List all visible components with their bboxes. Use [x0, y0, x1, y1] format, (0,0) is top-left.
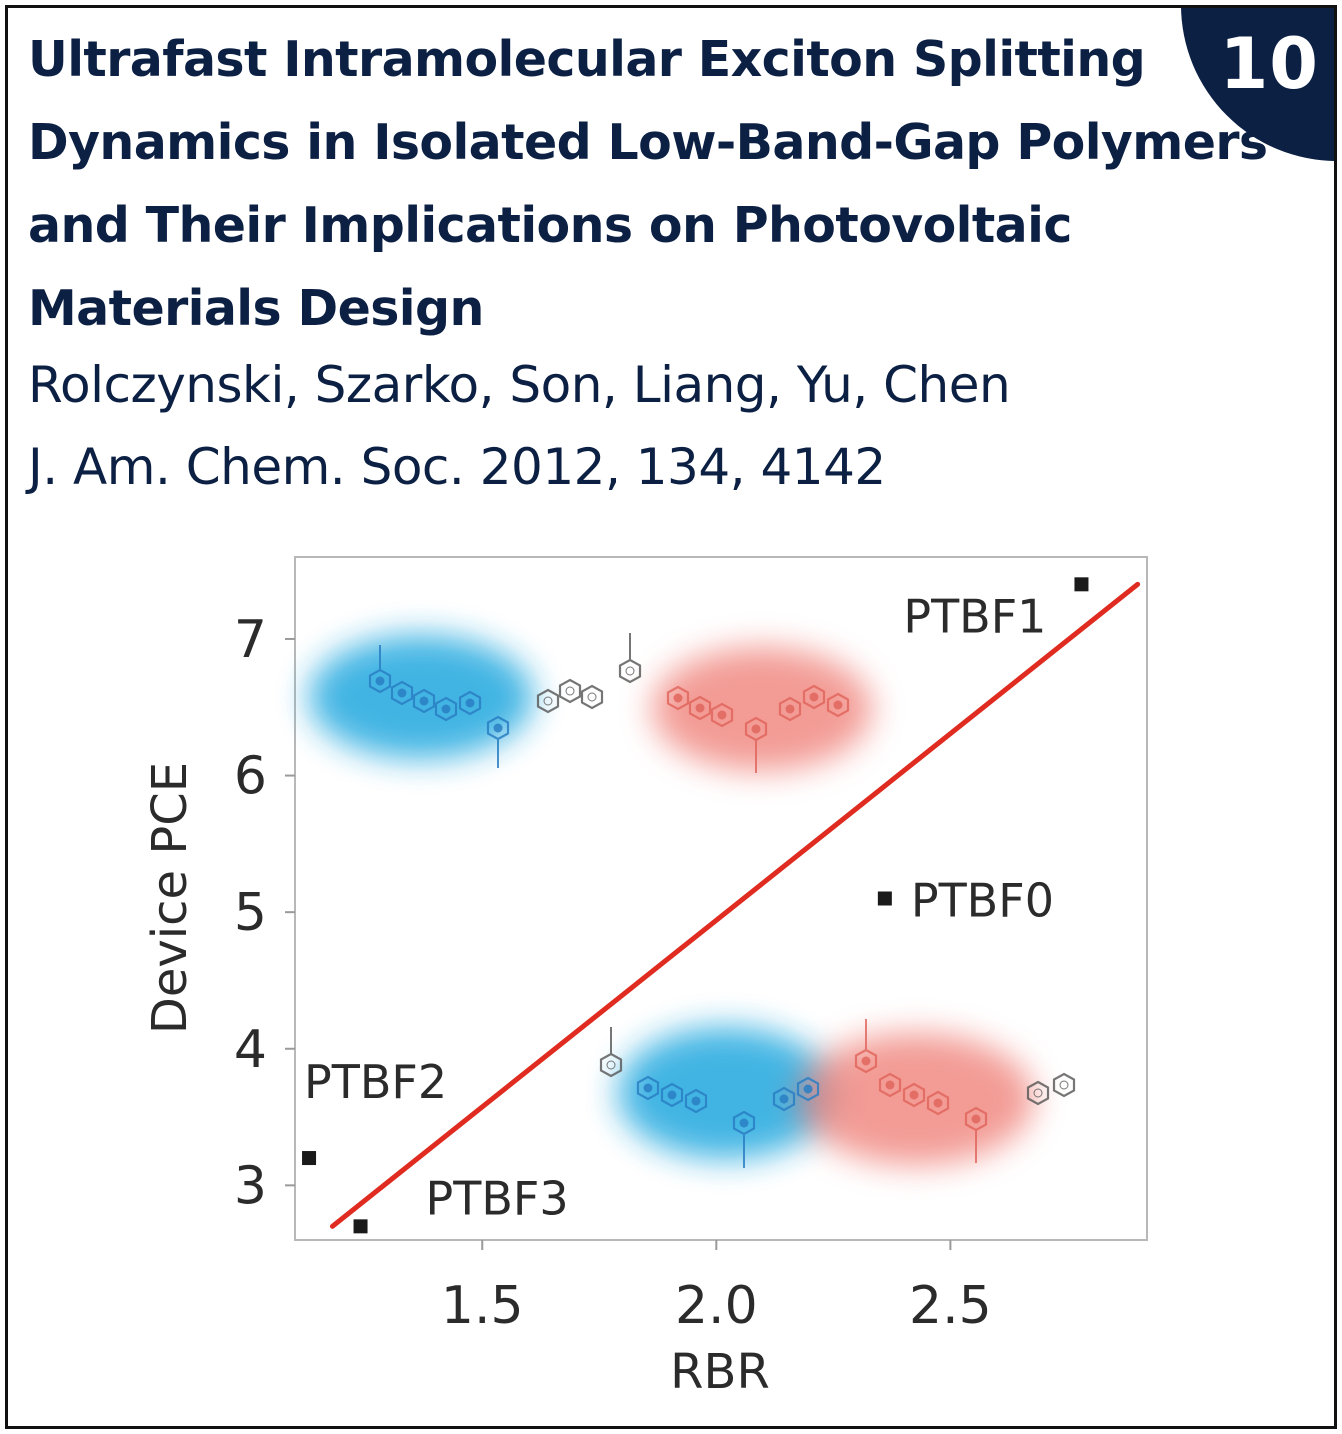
x-tick-label: 2.0 [675, 1276, 758, 1336]
x-tick-label: 1.5 [441, 1276, 524, 1336]
data-label-ptbf2: PTBF2 [304, 1055, 447, 1109]
y-tick-label: 6 [234, 747, 267, 807]
rank-number: 10 [1219, 23, 1319, 105]
fit-line [329, 581, 1141, 1229]
data-point-ptbf3 [353, 1219, 368, 1234]
polymer-structure-icon [599, 1019, 1076, 1168]
data-label-ptbf1: PTBF1 [903, 589, 1046, 643]
y-axis-label: Device PCE [142, 762, 198, 1034]
data-label-ptbf3: PTBF3 [426, 1171, 569, 1225]
y-tick-label: 3 [234, 1156, 267, 1216]
data-point-ptbf0 [877, 891, 892, 906]
article-card: 10 Ultrafast Intramolecular Exciton Spli… [5, 5, 1337, 1429]
paper-authors: Rolczynski, Szarko, Son, Liang, Yu, Chen [28, 356, 1011, 414]
paper-title: Ultrafast Intramolecular Exciton Splitti… [28, 31, 1268, 337]
data-point-ptbf2 [302, 1151, 317, 1166]
pce-vs-rbr-chart: 1.5 2.0 2.5 3 4 5 6 7 RBR Device PCE PTBF1 PTBF… [142, 556, 1148, 1400]
paper-citation: J. Am. Chem. Soc. 2012, 134, 4142 [28, 438, 886, 496]
x-tick-label: 2.5 [909, 1276, 992, 1336]
data-point-ptbf1 [1074, 577, 1089, 592]
y-tick-label: 5 [234, 883, 267, 943]
y-tick-label: 4 [234, 1020, 267, 1080]
polymer-structure-icon [309, 633, 872, 773]
y-tick-label: 7 [234, 610, 267, 670]
x-axis-label: RBR [670, 1344, 770, 1400]
data-label-ptbf0: PTBF0 [911, 874, 1054, 928]
